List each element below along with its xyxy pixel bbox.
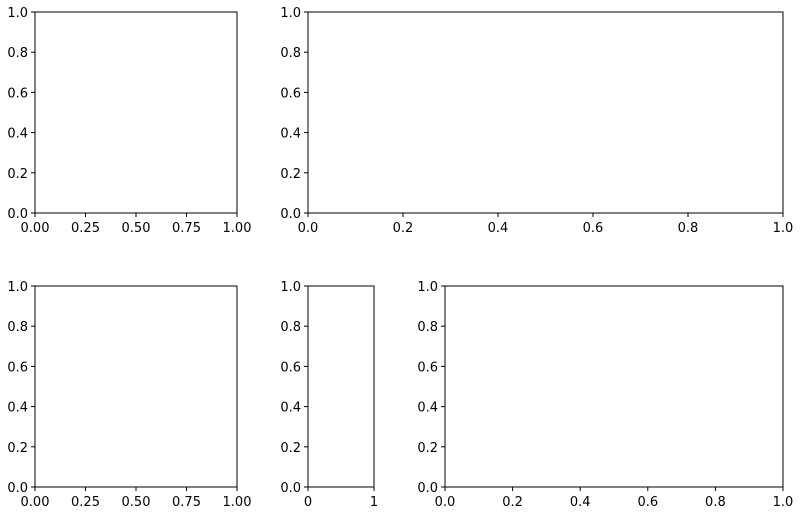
x-tick-label: 0.8 (705, 495, 726, 510)
y-tick-label: 0.0 (280, 207, 301, 222)
axes-frame (34, 11, 238, 214)
x-tick-label: 0.75 (172, 221, 201, 236)
y-tick-label: 1.0 (7, 280, 28, 295)
axes-frame (34, 285, 238, 488)
x-tick-label: 0.75 (172, 495, 201, 510)
x-tick-label: 0.2 (393, 221, 414, 236)
y-tick-label: 0.4 (280, 401, 301, 416)
y-tick-label: 0.4 (280, 127, 301, 142)
y-tick-label: 1.0 (417, 280, 438, 295)
axes-frame (307, 11, 784, 214)
y-tick-label: 0.0 (7, 481, 28, 496)
x-tick-label: 1.0 (773, 221, 794, 236)
x-tick-label: 0.50 (122, 495, 151, 510)
y-tick-label: 0.2 (280, 441, 301, 456)
x-tick-label: 0.2 (502, 495, 523, 510)
x-tick-label: 0.8 (678, 221, 699, 236)
x-tick-label: 0.4 (488, 221, 509, 236)
y-tick-label: 0.4 (417, 401, 438, 416)
y-tick-label: 0.6 (280, 360, 301, 375)
y-tick-label: 0.8 (280, 46, 301, 61)
y-tick-label: 0.8 (7, 320, 28, 335)
y-tick-label: 0.0 (417, 481, 438, 496)
y-tick-label: 0.6 (280, 86, 301, 101)
y-tick-label: 0.6 (7, 86, 28, 101)
x-tick-label: 0.6 (583, 221, 604, 236)
y-tick-label: 1.0 (7, 6, 28, 21)
x-tick-label: 0.25 (71, 495, 100, 510)
x-tick-label: 0.6 (637, 495, 658, 510)
y-tick-label: 0.2 (417, 441, 438, 456)
x-tick-label: 1 (370, 495, 378, 510)
y-tick-label: 0.4 (7, 127, 28, 142)
x-tick-label: 0.0 (298, 221, 319, 236)
x-tick-label: 0.0 (435, 495, 456, 510)
x-tick-label: 0.50 (122, 221, 151, 236)
x-tick-label: 0 (304, 495, 312, 510)
x-tick-label: 0.00 (21, 495, 50, 510)
x-tick-label: 1.0 (773, 495, 794, 510)
x-tick-label: 0.00 (21, 221, 50, 236)
y-tick-label: 0.8 (7, 46, 28, 61)
y-tick-label: 0.8 (417, 320, 438, 335)
y-tick-label: 0.4 (7, 401, 28, 416)
x-tick-label: 1.00 (223, 495, 252, 510)
y-tick-label: 0.0 (280, 481, 301, 496)
x-tick-label: 0.25 (71, 221, 100, 236)
y-tick-label: 0.2 (7, 167, 28, 182)
y-tick-label: 0.6 (417, 360, 438, 375)
x-tick-label: 0.4 (570, 495, 591, 510)
y-tick-label: 0.2 (280, 167, 301, 182)
y-tick-label: 1.0 (280, 280, 301, 295)
x-tick-label: 1.00 (223, 221, 252, 236)
y-tick-label: 0.0 (7, 207, 28, 222)
y-tick-label: 0.2 (7, 441, 28, 456)
y-tick-label: 0.6 (7, 360, 28, 375)
y-tick-label: 0.8 (280, 320, 301, 335)
axes-frame (307, 285, 375, 488)
axes-frame (444, 285, 784, 488)
y-tick-label: 1.0 (280, 6, 301, 21)
